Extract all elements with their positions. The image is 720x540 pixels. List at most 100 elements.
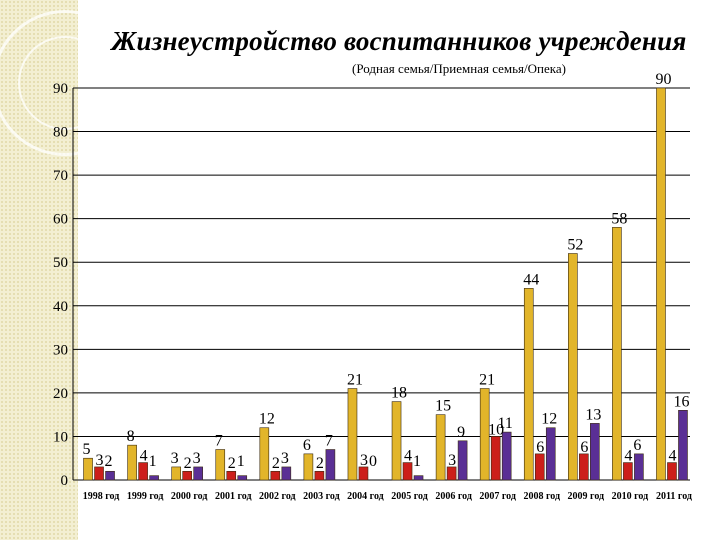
value-label-series-2: 6 [536, 439, 544, 456]
x-axis-categories: 1998 год 1999 год 2000 год 2001 год 2002 год… [83, 491, 692, 502]
y-tick-label: 60 [53, 212, 68, 228]
x-category-label: 2005 год [391, 491, 428, 502]
bar-series-1 [523, 288, 534, 481]
value-label-series-2: 4 [668, 448, 676, 465]
value-label-series-2: 2 [184, 455, 192, 472]
bar-series-2 [358, 466, 369, 481]
bar-series-3 [149, 475, 159, 481]
x-category-label: 2006 год [435, 491, 472, 502]
value-label-series-3: 9 [457, 424, 465, 441]
value-label-series-2: 2 [272, 455, 280, 472]
y-axis-ticks: 0 10 20 30 40 50 60 70 80 90 [53, 81, 68, 489]
bar-series-1 [215, 449, 226, 481]
bar-series-2 [94, 466, 104, 481]
bar-series-1 [259, 427, 270, 481]
value-label-series-1: 3 [171, 450, 179, 467]
y-tick-label: 40 [53, 299, 68, 315]
value-label-series-3: 0 [369, 453, 377, 470]
bar-series-1 [612, 227, 622, 481]
chart-title: Жизнеустройство воспитанников учреждения [111, 26, 687, 56]
value-label-series-2: 3 [448, 452, 456, 469]
bar-series-3 [457, 440, 468, 481]
value-label-series-2: 6 [580, 439, 588, 456]
value-label-series-1: 6 [303, 437, 311, 454]
bar-series-1 [391, 401, 402, 481]
bar-series-2 [314, 470, 325, 481]
bar-series-3 [678, 410, 688, 481]
bar-series-2 [623, 462, 633, 481]
value-label-series-1: 21 [347, 372, 363, 389]
bar-series-3 [193, 466, 203, 481]
bar-series-2 [667, 462, 677, 481]
bar-series-1 [568, 253, 578, 481]
value-label-series-2: 2 [316, 455, 324, 472]
bar-series-2 [226, 470, 237, 481]
bar-series-3 [237, 475, 248, 481]
y-tick-label: 70 [53, 168, 68, 184]
value-label-series-1: 8 [127, 428, 135, 445]
value-label-series-1: 18 [391, 385, 407, 402]
bar-series-2 [182, 470, 192, 481]
value-label-series-3: 13 [585, 406, 601, 423]
x-category-label: 2000 год [171, 491, 208, 502]
decorative-side-strip [0, 0, 138, 540]
bar-series-1 [83, 457, 93, 481]
bar-series-3 [501, 431, 512, 481]
bar-series-1 [171, 466, 181, 481]
bar-series-3 [105, 470, 115, 481]
x-category-label: 2011 год [656, 491, 692, 502]
bar-series-2 [579, 453, 589, 481]
value-label-series-3: 6 [633, 437, 641, 454]
value-label-series-2: 4 [404, 448, 412, 465]
bar-series-3 [413, 475, 424, 481]
x-category-label: 2001 год [215, 491, 252, 502]
value-label-series-3: 3 [281, 450, 289, 467]
value-label-series-1: 58 [611, 210, 627, 227]
y-tick-label: 0 [61, 473, 69, 489]
value-label-series-3: 12 [541, 411, 557, 428]
bar-series-1 [127, 444, 137, 481]
value-label-series-3: 1 [149, 453, 157, 470]
decorative-ring-inner [18, 36, 112, 130]
value-label-series-1: 12 [259, 411, 275, 428]
bar-series-3 [590, 423, 600, 481]
value-label-series-1: 44 [523, 271, 539, 288]
bar-series-1 [435, 414, 446, 481]
value-label-series-2: 4 [140, 448, 148, 465]
value-label-series-3: 3 [193, 450, 201, 467]
x-category-label: 2002 год [259, 491, 296, 502]
value-label-series-1: 21 [479, 372, 495, 389]
bar-series-3 [634, 453, 644, 481]
y-tick-label: 90 [53, 81, 68, 97]
bar-series-3 [281, 466, 292, 481]
value-label-series-2: 10 [488, 421, 504, 438]
bar-series-1 [656, 87, 666, 481]
y-tick-label: 50 [53, 255, 68, 271]
bar-series-3 [545, 427, 556, 481]
bars-layer [83, 87, 688, 481]
value-label-series-1: 90 [655, 71, 671, 88]
value-label-series-2: 2 [228, 455, 236, 472]
value-label-series-3: 1 [237, 453, 245, 470]
value-label-series-2: 3 [360, 452, 368, 469]
x-category-label: 2008 год [523, 491, 560, 502]
bar-series-1 [347, 388, 358, 481]
value-label-series-2: 3 [96, 452, 104, 469]
x-category-label: 2009 год [568, 491, 605, 502]
value-label-series-1: 7 [215, 433, 223, 450]
y-tick-label: 30 [53, 342, 68, 358]
x-category-label: 2003 год [303, 491, 340, 502]
value-label-series-3: 16 [673, 393, 689, 410]
bar-series-2 [402, 462, 413, 481]
y-tick-label: 10 [53, 429, 68, 445]
bar-series-2 [446, 466, 457, 481]
bar-series-2 [490, 436, 501, 481]
x-category-label: 2004 год [347, 491, 384, 502]
y-tick-label: 20 [53, 386, 68, 402]
bar-series-2 [138, 462, 148, 481]
chart-header: Жизнеустройство воспитанников учреждения… [78, 0, 720, 77]
bar-series-2 [270, 470, 281, 481]
bar-series-3 [325, 449, 336, 481]
x-category-label: 2010 год [612, 491, 649, 502]
